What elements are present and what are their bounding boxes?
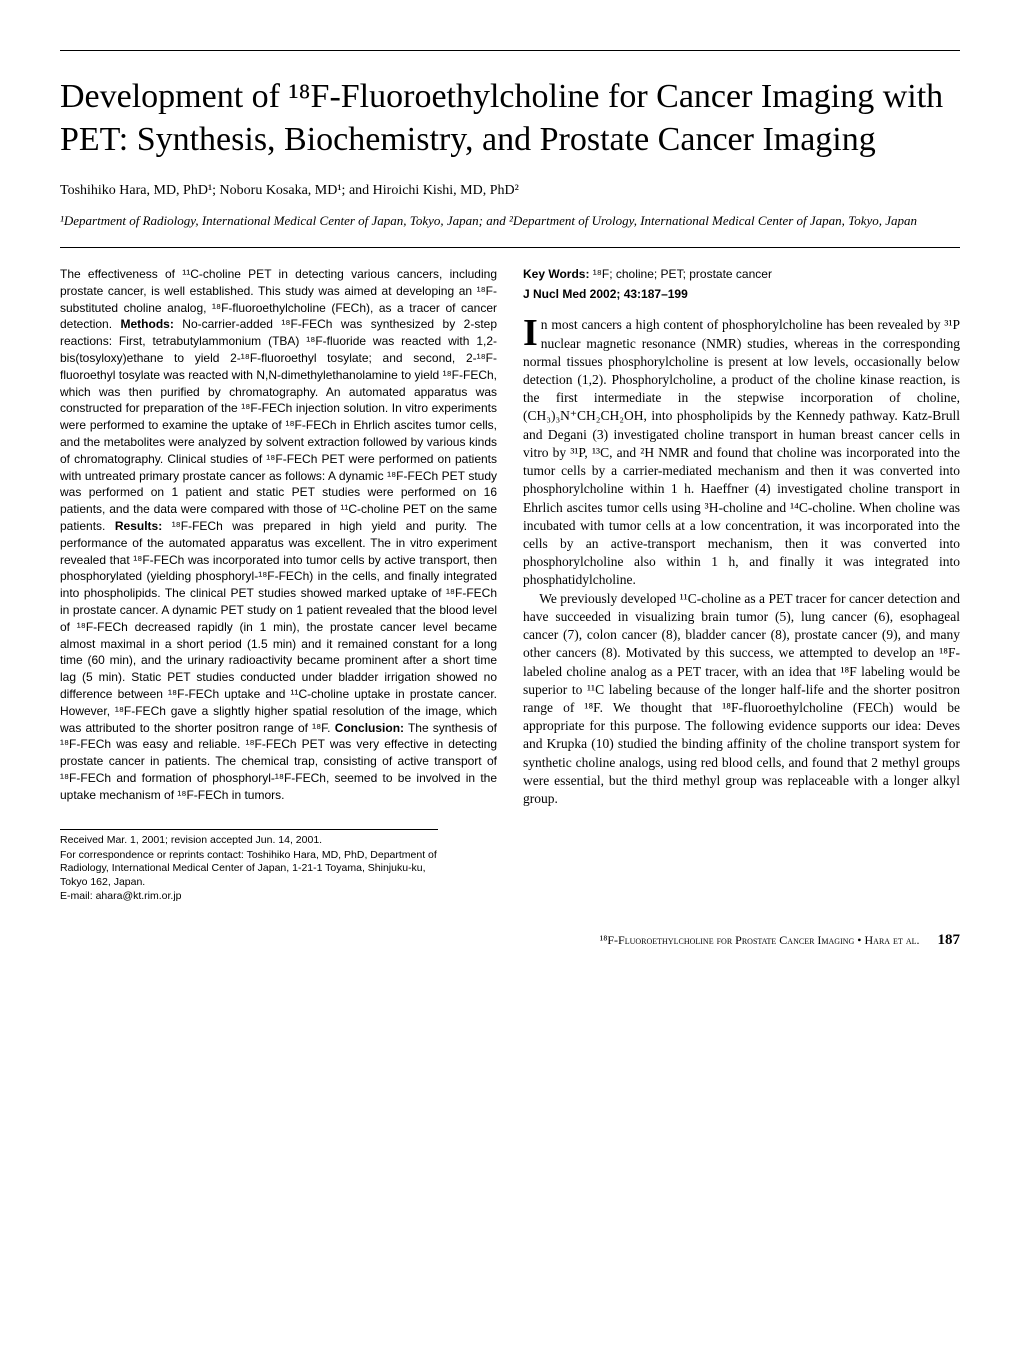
methods-label: Methods:: [121, 317, 174, 331]
abstract-block: The effectiveness of ¹¹C-choline PET in …: [60, 266, 497, 804]
two-column-body: The effectiveness of ¹¹C-choline PET in …: [60, 266, 960, 809]
dropcap-letter: I: [523, 316, 541, 350]
footnote-correspondence: For correspondence or reprints contact: …: [60, 849, 438, 890]
mid-rule: [60, 247, 960, 248]
body-p1: n most cancers a high content of phospho…: [523, 317, 960, 587]
page-number: 187: [938, 932, 961, 949]
keywords-text: ¹⁸F; choline; PET; prostate cancer: [589, 267, 771, 281]
journal-reference: J Nucl Med 2002; 43:187–199: [523, 286, 960, 302]
keywords-label: Key Words:: [523, 267, 589, 281]
keywords-line: Key Words: ¹⁸F; choline; PET; prostate c…: [523, 266, 960, 282]
page-footer: ¹⁸F-Fluoroethylcholine for Prostate Canc…: [60, 932, 960, 949]
article-title: Development of ¹⁸F-Fluoroethylcholine fo…: [60, 76, 960, 161]
affiliations-line: ¹Department of Radiology, International …: [60, 213, 960, 229]
footnote-received: Received Mar. 1, 2001; revision accepted…: [60, 834, 438, 848]
abstract-methods: No-carrier-added ¹⁸F-FECh was synthesize…: [60, 317, 497, 533]
body-p2: We previously developed ¹¹C-choline as a…: [523, 590, 960, 809]
main-body-text: In most cancers a high content of phosph…: [523, 316, 960, 808]
footnotes-block: Received Mar. 1, 2001; revision accepted…: [60, 829, 438, 904]
conclusion-label: Conclusion:: [335, 721, 404, 735]
top-rule: [60, 50, 960, 51]
running-head: ¹⁸F-Fluoroethylcholine for Prostate Canc…: [600, 933, 920, 948]
abstract-results: ¹⁸F-FECh was prepared in high yield and …: [60, 519, 497, 735]
results-label: Results:: [115, 519, 162, 533]
footnote-email: E-mail: ahara@kt.rim.or.jp: [60, 890, 438, 904]
authors-line: Toshihiko Hara, MD, PhD¹; Noboru Kosaka,…: [60, 183, 960, 199]
